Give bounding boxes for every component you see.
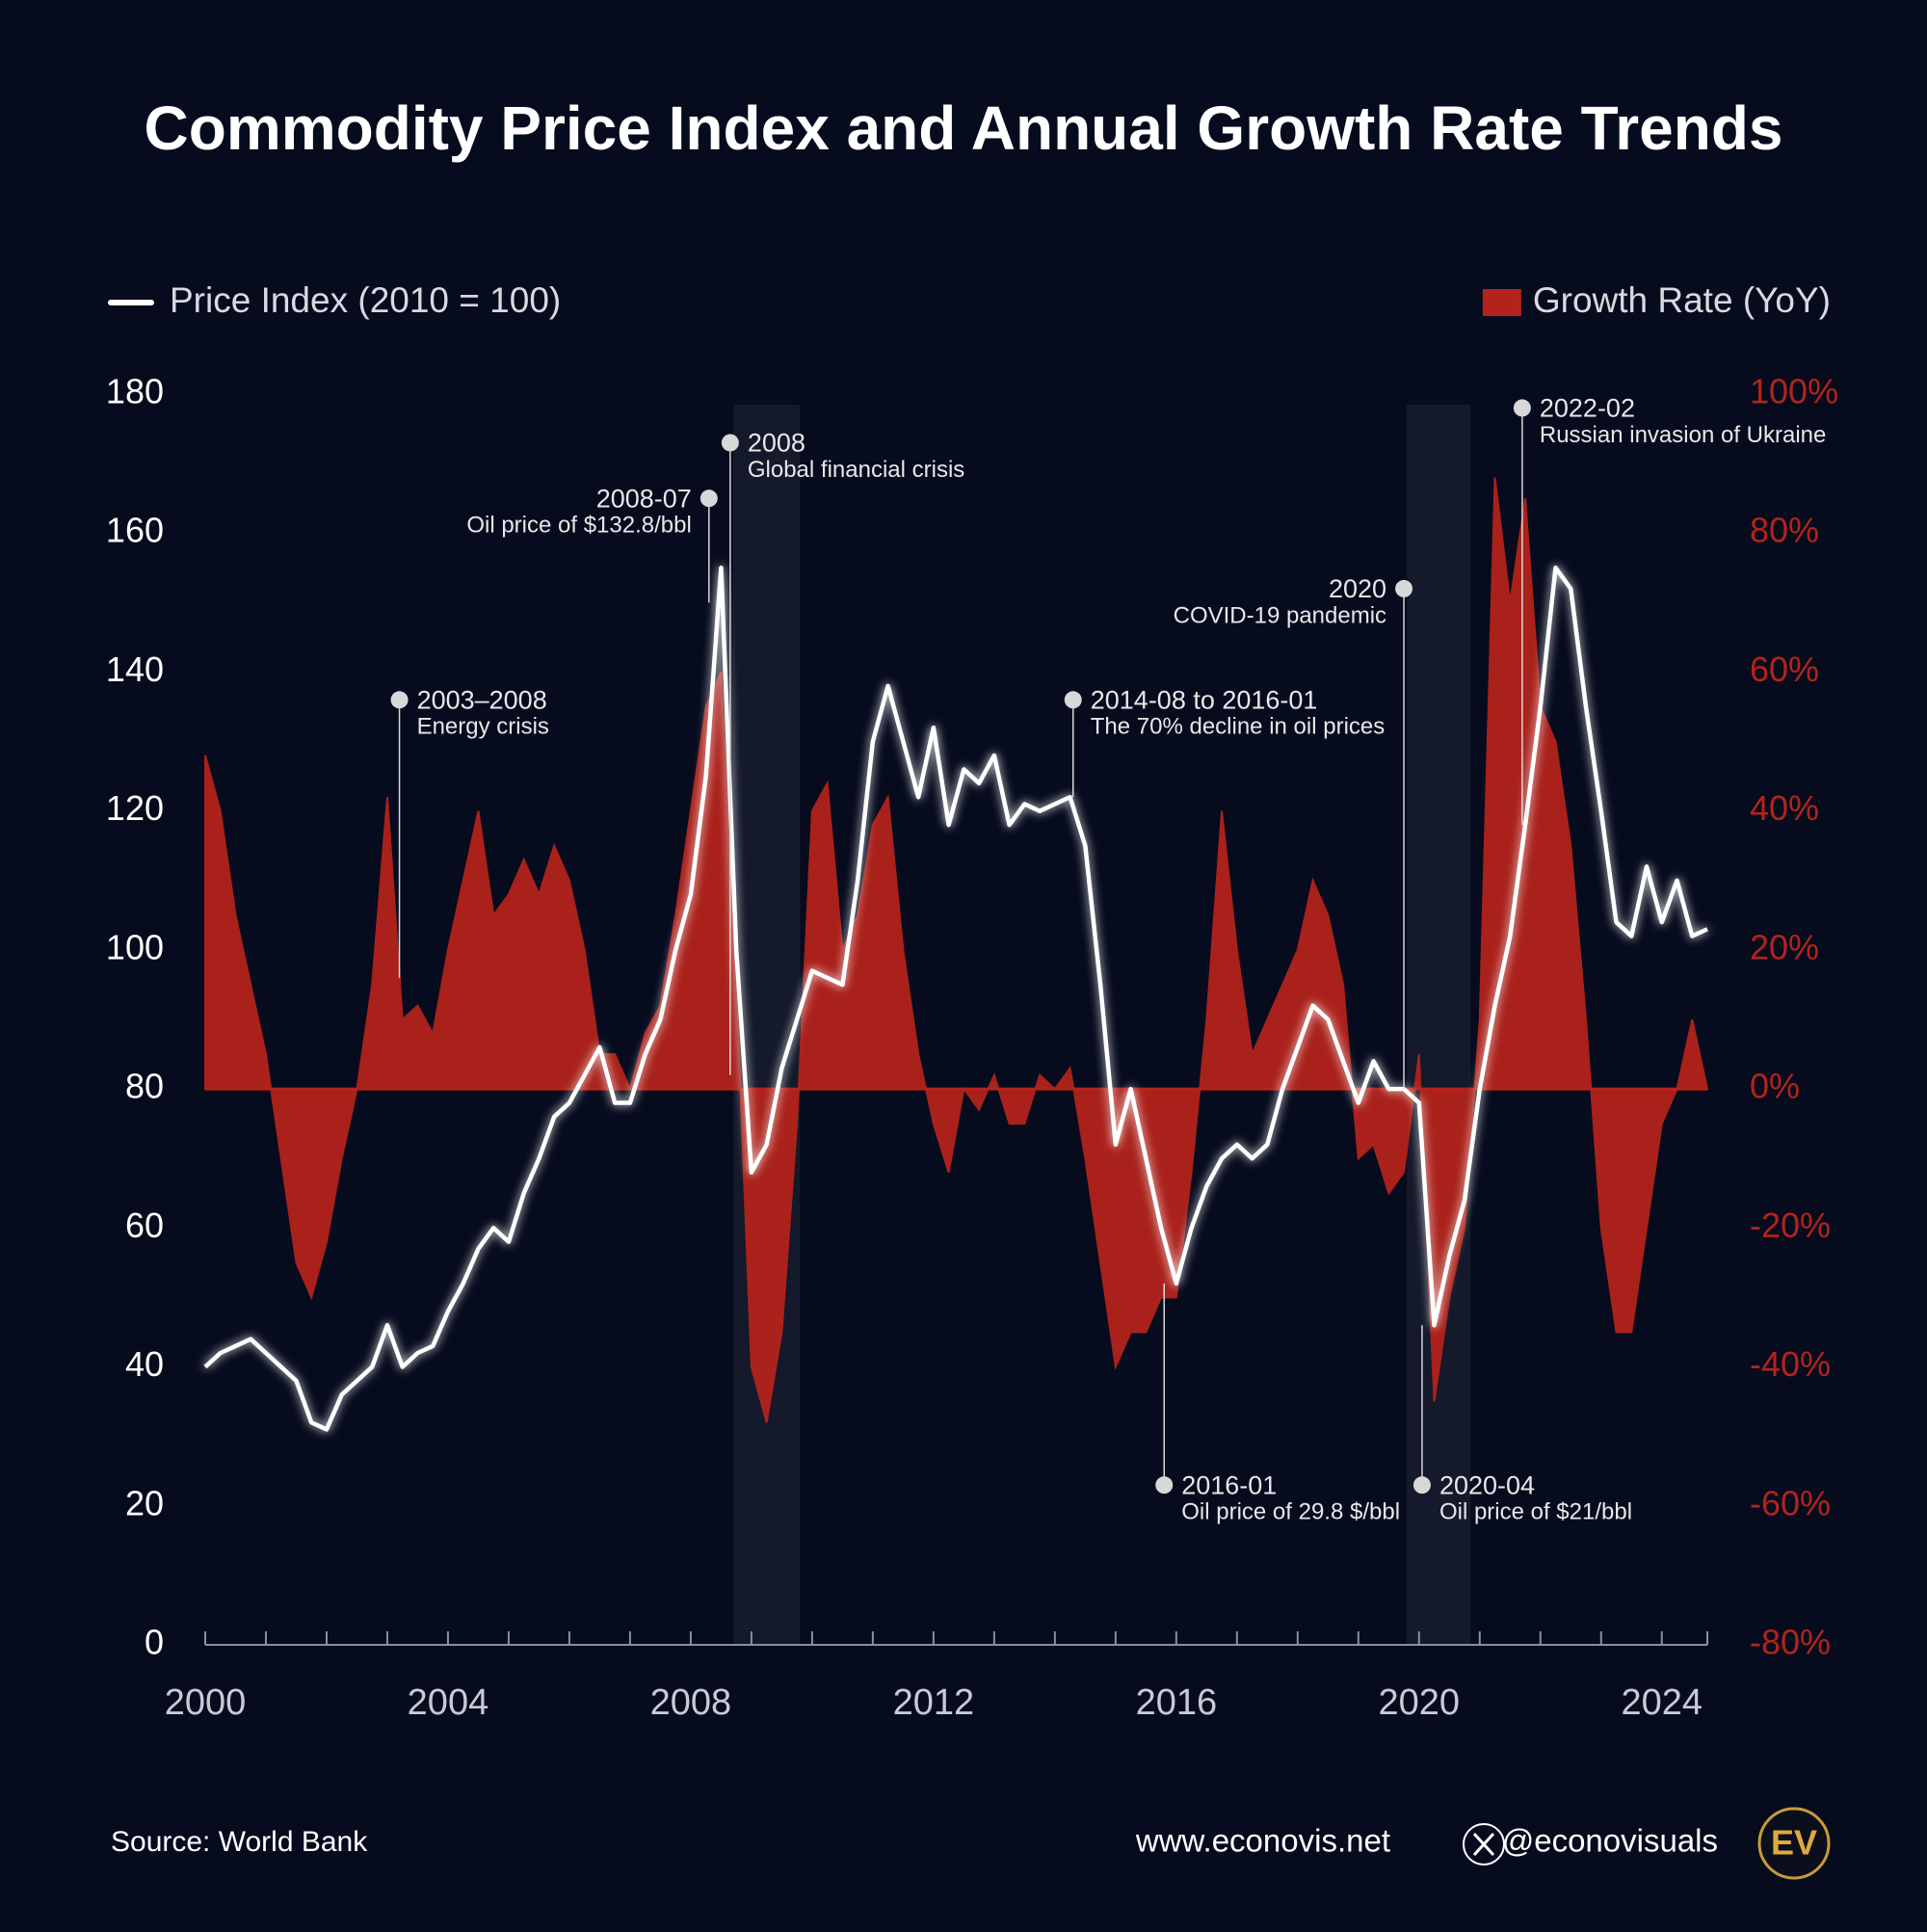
annotation-title: 2022-02	[1540, 394, 1635, 423]
logo: EV	[1771, 1823, 1817, 1863]
annotation-text: Oil price of $21/bbl	[1439, 1498, 1632, 1524]
annotation-dot	[1064, 691, 1082, 709]
x-icon-mark	[1472, 1832, 1495, 1857]
annotation-title: 2003–2008	[417, 685, 547, 714]
y-tick-label: 120	[106, 788, 164, 828]
annotation-title: 2020	[1329, 574, 1386, 603]
legend-label: Price Index (2010 = 100)	[170, 280, 561, 320]
y2-tick-label: 0%	[1750, 1067, 1800, 1106]
annotation-dot	[1395, 579, 1413, 597]
annotation-text: Russian invasion of Ukraine	[1540, 422, 1826, 448]
annotation-text: The 70% decline in oil prices	[1091, 714, 1386, 740]
x-tick-label: 2008	[650, 1682, 732, 1723]
y2-tick-label: 20%	[1750, 927, 1819, 966]
shaded-period	[1407, 405, 1471, 1645]
y-tick-label: 80	[125, 1067, 164, 1106]
y-tick-label: 60	[125, 1205, 164, 1245]
source: Source: World Bank	[111, 1826, 368, 1858]
y-tick-label: 100	[106, 927, 164, 966]
annotation-title: 2008	[748, 429, 805, 458]
x-tick-label: 2012	[893, 1682, 975, 1723]
y2-tick-label: 60%	[1750, 649, 1819, 689]
chart-title: Commodity Price Index and Annual Growth …	[145, 93, 1783, 163]
y-tick-label: 180	[106, 372, 164, 411]
shaded-period	[733, 405, 801, 1645]
x-icon	[1463, 1823, 1505, 1866]
y2-tick-label: -80%	[1750, 1623, 1831, 1662]
annotation-dot	[721, 434, 739, 452]
annotation-title: 2008-07	[596, 484, 692, 513]
annotation-text: Energy crisis	[417, 714, 549, 740]
x-tick-label: 2000	[165, 1682, 247, 1723]
y2-tick-label: 100%	[1750, 372, 1838, 411]
annotation-dot	[390, 691, 409, 709]
y-tick-label: 160	[106, 511, 164, 550]
y-tick-label: 0	[145, 1623, 164, 1662]
price-line	[203, 566, 1708, 1432]
handle: @econovisuals	[1502, 1823, 1718, 1859]
x-tick-label: 2020	[1379, 1682, 1461, 1723]
y2-tick-label: -20%	[1750, 1205, 1831, 1245]
annotation-text: Oil price of $132.8/bbl	[466, 513, 691, 539]
annotation-title: 2016-01	[1181, 1470, 1277, 1499]
y2-tick-label: 40%	[1750, 788, 1819, 828]
legend-swatch	[1482, 289, 1521, 316]
x-tick-label: 2004	[408, 1682, 489, 1723]
annotation-dot	[1412, 1476, 1431, 1495]
y-tick-label: 20	[125, 1483, 164, 1522]
logo-ring	[1757, 1807, 1831, 1880]
annotation-dot	[700, 490, 718, 508]
annotation-dot	[1155, 1476, 1174, 1495]
y-tick-label: 140	[106, 649, 164, 689]
legend-label: Growth Rate (YoY)	[1533, 280, 1831, 320]
website: www.econovis.net	[1135, 1823, 1390, 1859]
y2-tick-label: -60%	[1750, 1483, 1831, 1522]
annotation-title: 2020-04	[1439, 1470, 1535, 1499]
annotation-text: Oil price of 29.8 $/bbl	[1181, 1498, 1400, 1524]
annotation-text: COVID-19 pandemic	[1174, 602, 1386, 628]
y2-tick-label: 80%	[1750, 511, 1819, 550]
annotation-text: Global financial crisis	[748, 457, 964, 483]
y2-tick-label: -40%	[1750, 1344, 1831, 1384]
x-tick-label: 2024	[1621, 1682, 1703, 1723]
x-tick-label: 2016	[1136, 1682, 1218, 1723]
y-tick-label: 40	[125, 1344, 164, 1384]
annotation-title: 2014-08 to 2016-01	[1091, 685, 1318, 714]
annotation-dot	[1513, 399, 1531, 417]
